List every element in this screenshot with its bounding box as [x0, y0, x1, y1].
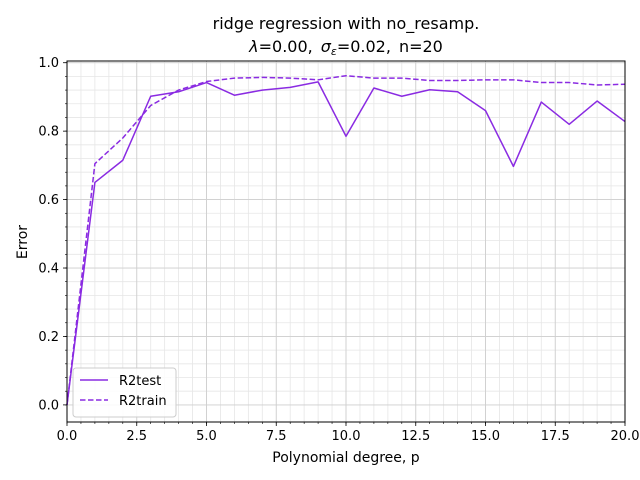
x-tick-label: 17.5 [541, 429, 570, 444]
title-lambda-symbol: λ [248, 37, 258, 56]
x-tick-label: 0.0 [57, 429, 78, 444]
series-layer [66, 74, 626, 405]
legend: R2test R2train [72, 367, 177, 418]
legend-label-r2train: R2train [119, 394, 167, 409]
title-lambda-value: =0.00, [259, 37, 313, 56]
x-tick-label: 5.0 [196, 429, 217, 444]
y-axis-label: Error [15, 225, 31, 259]
title-sigma-value: =0.02, [337, 37, 391, 56]
y-tick-label: 0.4 [38, 262, 59, 277]
grid-layer [66, 61, 626, 422]
x-tick-label: 12.5 [401, 429, 430, 444]
y-tick-label: 0.8 [38, 125, 59, 140]
x-tick-label: 15.0 [471, 429, 500, 444]
x-axis-label: Polynomial degree, p [272, 450, 420, 466]
y-tick-label: 0.0 [38, 398, 59, 413]
series-line-r2train [66, 74, 626, 405]
y-tick-label: 0.6 [38, 193, 59, 208]
x-tick-label: 10.0 [332, 429, 361, 444]
legend-label-r2test: R2test [119, 374, 161, 389]
title-sigma-symbol: σ [321, 37, 332, 56]
y-tick-label: 1.0 [38, 56, 59, 71]
title-n-value: n=20 [399, 37, 443, 56]
x-tick-label: 2.5 [126, 429, 147, 444]
chart-title-line2: λ=0.00, σε=0.02, n=20 [248, 37, 443, 58]
x-tick-label: 7.5 [266, 429, 287, 444]
chart-title-line1: ridge regression with no_resamp. [213, 14, 480, 34]
y-tick-label: 0.2 [38, 330, 59, 345]
x-tick-label: 20.0 [611, 429, 640, 444]
tick-layer: 0.0 2.5 5.0 7.5 10.0 12.5 15.0 17.5 20.0 0.0 0.2 0.… [38, 56, 639, 444]
title-sigma-subscript: ε [331, 45, 337, 58]
series-line-r2test [66, 81, 626, 405]
